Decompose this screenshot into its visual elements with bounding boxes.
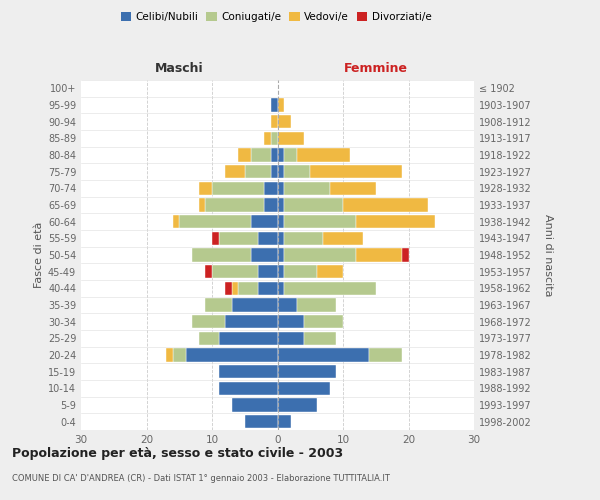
Bar bbox=[225, 315, 277, 328]
Bar bbox=[271, 148, 277, 162]
Bar bbox=[277, 348, 369, 362]
Bar bbox=[284, 148, 297, 162]
Bar bbox=[265, 132, 271, 145]
Bar bbox=[212, 265, 258, 278]
Bar bbox=[277, 98, 284, 112]
Bar bbox=[179, 215, 251, 228]
Bar bbox=[277, 115, 290, 128]
Bar bbox=[277, 148, 284, 162]
Bar bbox=[277, 232, 284, 245]
Bar bbox=[212, 232, 218, 245]
Bar bbox=[284, 232, 323, 245]
Bar bbox=[238, 282, 258, 295]
Text: Popolazione per età, sesso e stato civile - 2003: Popolazione per età, sesso e stato civil… bbox=[12, 448, 343, 460]
Bar bbox=[297, 148, 350, 162]
Bar bbox=[251, 248, 277, 262]
Y-axis label: Anni di nascita: Anni di nascita bbox=[543, 214, 553, 296]
Bar bbox=[173, 215, 179, 228]
Bar bbox=[304, 315, 343, 328]
Bar bbox=[265, 198, 277, 211]
Bar bbox=[304, 332, 337, 345]
Bar bbox=[205, 298, 232, 312]
Bar bbox=[317, 265, 343, 278]
Text: Maschi: Maschi bbox=[155, 62, 203, 75]
Bar bbox=[284, 282, 376, 295]
Bar bbox=[193, 248, 251, 262]
Bar bbox=[173, 348, 186, 362]
Bar bbox=[369, 348, 402, 362]
Bar bbox=[232, 298, 277, 312]
Bar bbox=[277, 298, 297, 312]
Bar bbox=[199, 182, 212, 195]
Bar bbox=[238, 148, 251, 162]
Text: COMUNE DI CA' D'ANDREA (CR) - Dati ISTAT 1° gennaio 2003 - Elaborazione TUTTITAL: COMUNE DI CA' D'ANDREA (CR) - Dati ISTAT… bbox=[12, 474, 390, 483]
Bar bbox=[218, 332, 277, 345]
Bar bbox=[284, 198, 343, 211]
Bar bbox=[258, 265, 277, 278]
Bar bbox=[356, 215, 435, 228]
Bar bbox=[251, 148, 271, 162]
Bar bbox=[277, 282, 284, 295]
Bar bbox=[199, 198, 205, 211]
Bar bbox=[218, 232, 258, 245]
Bar bbox=[277, 248, 284, 262]
Bar bbox=[251, 215, 277, 228]
Bar bbox=[186, 348, 277, 362]
Bar bbox=[232, 398, 277, 411]
Bar bbox=[199, 332, 218, 345]
Bar bbox=[218, 365, 277, 378]
Bar bbox=[356, 248, 402, 262]
Bar bbox=[310, 165, 402, 178]
Bar bbox=[205, 198, 265, 211]
Text: Femmine: Femmine bbox=[344, 62, 408, 75]
Bar bbox=[225, 282, 232, 295]
Bar bbox=[277, 382, 330, 395]
Bar bbox=[284, 215, 356, 228]
Bar bbox=[271, 165, 277, 178]
Bar bbox=[245, 165, 271, 178]
Bar bbox=[258, 282, 277, 295]
Bar bbox=[277, 132, 304, 145]
Bar bbox=[343, 198, 428, 211]
Bar bbox=[277, 198, 284, 211]
Bar bbox=[277, 265, 284, 278]
Bar bbox=[212, 182, 265, 195]
Bar bbox=[277, 398, 317, 411]
Bar bbox=[277, 332, 304, 345]
Bar bbox=[271, 132, 277, 145]
Bar bbox=[284, 165, 310, 178]
Bar bbox=[258, 232, 277, 245]
Bar bbox=[218, 382, 277, 395]
Y-axis label: Fasce di età: Fasce di età bbox=[34, 222, 44, 288]
Bar bbox=[277, 182, 284, 195]
Bar bbox=[284, 182, 330, 195]
Bar bbox=[277, 315, 304, 328]
Bar bbox=[402, 248, 409, 262]
Bar bbox=[193, 315, 225, 328]
Bar bbox=[284, 248, 356, 262]
Bar bbox=[271, 98, 277, 112]
Bar bbox=[277, 215, 284, 228]
Bar bbox=[284, 265, 317, 278]
Bar bbox=[205, 265, 212, 278]
Bar bbox=[225, 165, 245, 178]
Legend: Celibi/Nubili, Coniugati/e, Vedovi/e, Divorziati/e: Celibi/Nubili, Coniugati/e, Vedovi/e, Di… bbox=[116, 8, 436, 26]
Bar bbox=[271, 115, 277, 128]
Bar bbox=[330, 182, 376, 195]
Bar bbox=[265, 182, 277, 195]
Bar bbox=[277, 165, 284, 178]
Bar bbox=[245, 415, 277, 428]
Bar bbox=[297, 298, 337, 312]
Bar bbox=[277, 365, 337, 378]
Bar bbox=[323, 232, 362, 245]
Bar bbox=[166, 348, 173, 362]
Bar bbox=[277, 415, 290, 428]
Bar bbox=[232, 282, 238, 295]
